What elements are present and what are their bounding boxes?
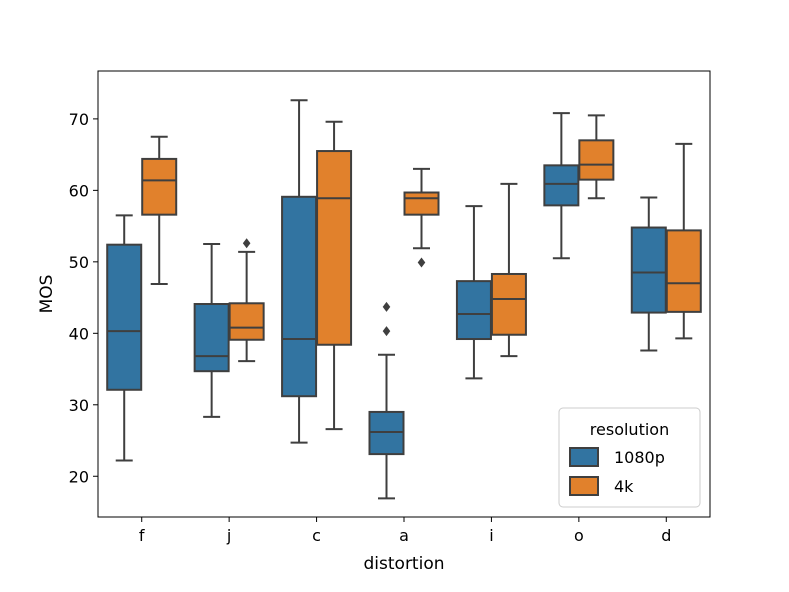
outlier-point <box>382 326 391 337</box>
y-axis: 20 30 40 50 60 70 <box>69 110 98 486</box>
x-axis-label: distortion <box>364 554 445 574</box>
boxes-layer <box>106 99 702 500</box>
legend-swatch <box>569 476 599 496</box>
legend-label: 4k <box>614 477 634 496</box>
box-body <box>193 303 230 373</box>
y-tick-label: 50 <box>69 253 89 272</box>
outlier-point <box>242 238 251 249</box>
x-tick-label: f <box>139 526 145 545</box>
box-1080p-a <box>368 301 405 500</box>
box-body <box>543 164 580 207</box>
legend-item-4k: 4k <box>569 476 634 496</box>
box-body <box>141 157 178 216</box>
box-1080p-c <box>281 99 318 444</box>
box-body <box>403 191 440 216</box>
box-body <box>368 410 405 456</box>
x-tick-label: i <box>489 526 493 545</box>
box-body <box>665 229 702 313</box>
legend-swatch <box>569 447 599 467</box>
x-tick-label: d <box>661 526 671 545</box>
box-1080p-d <box>630 196 667 352</box>
y-tick-label: 30 <box>69 396 89 415</box>
x-tick-label: o <box>574 526 584 545</box>
legend-items: 1080p 4k <box>569 447 665 496</box>
box-4k-j <box>228 238 265 363</box>
legend-title: resolution <box>590 420 669 439</box>
box-body <box>316 150 353 346</box>
legend: resolution 1080p 4k <box>558 407 701 508</box>
y-tick-label: 60 <box>69 181 89 200</box>
box-4k-i <box>490 182 527 358</box>
box-1080p-j <box>193 242 230 418</box>
box-body <box>578 139 615 181</box>
box-1080p-o <box>543 112 580 260</box>
box-4k-o <box>578 114 615 200</box>
box-body <box>490 272 527 336</box>
y-axis-label: MOS <box>37 275 57 314</box>
box-4k-f <box>141 135 178 285</box>
outlier-point <box>382 301 391 312</box>
legend-item-1080p: 1080p <box>569 447 665 467</box>
y-tick-label: 20 <box>69 467 89 486</box>
y-tick-label: 40 <box>69 324 89 343</box>
box-4k-a <box>403 167 440 268</box>
box-body <box>106 243 143 391</box>
box-4k-c <box>316 120 353 431</box>
outlier-point <box>417 257 426 268</box>
box-body <box>630 226 667 314</box>
y-tick-label: 70 <box>69 110 89 129</box>
box-4k-d <box>665 142 702 340</box>
box-body <box>281 195 318 398</box>
box-body <box>455 280 492 341</box>
x-tick-label: c <box>312 526 321 545</box>
box-body <box>228 302 265 341</box>
box-1080p-f <box>106 214 143 462</box>
x-tick-label: j <box>226 526 231 545</box>
box-1080p-i <box>455 205 492 380</box>
x-tick-label: a <box>399 526 409 545</box>
legend-label: 1080p <box>614 448 665 467</box>
